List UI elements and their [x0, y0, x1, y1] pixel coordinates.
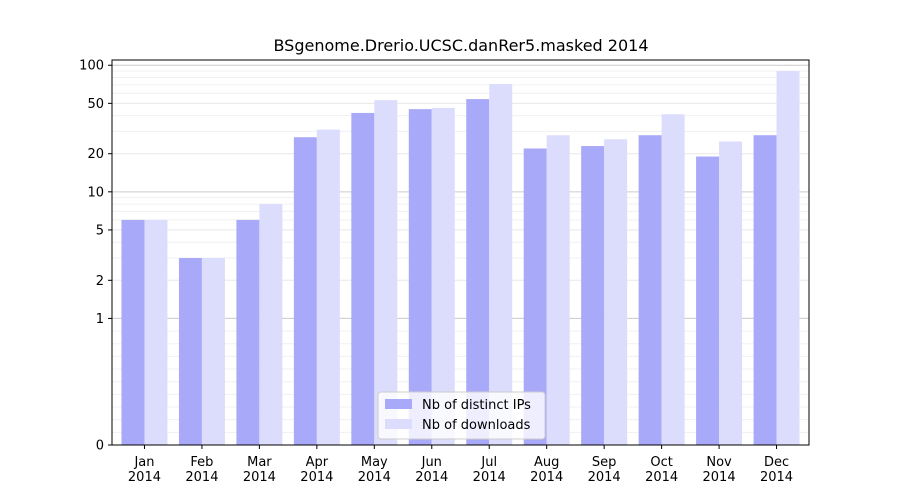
bar-downloads [144, 219, 168, 445]
x-tick-label: 2014 [588, 470, 621, 485]
bar-distinct-ips [466, 99, 490, 445]
x-tick-label: 2014 [243, 470, 276, 485]
bar-distinct-ips [178, 258, 202, 445]
legend-swatch [385, 419, 412, 429]
x-tick-label: Feb [190, 455, 213, 470]
y-axis: 0 1 2 5 10 20 50 100 [79, 59, 112, 454]
bar-downloads [374, 100, 398, 445]
y-tick-label: 20 [87, 147, 104, 162]
legend-label: Nb of downloads [422, 418, 531, 433]
bar-downloads [316, 129, 340, 445]
bar-distinct-ips [753, 135, 777, 445]
y-tick-label: 100 [79, 59, 104, 74]
x-tick-label: Aug [534, 455, 559, 470]
grid-lines [112, 64, 809, 433]
x-tick-label: 2014 [185, 470, 218, 485]
legend-swatch [385, 399, 412, 409]
legend: Nb of distinct IPs Nb of downloads [377, 391, 546, 440]
bar-downloads [259, 204, 283, 445]
x-tick-label: 2014 [703, 470, 736, 485]
x-tick-label: 2014 [128, 470, 161, 485]
y-tick-label: 0 [96, 439, 104, 454]
bar-distinct-ips [351, 112, 375, 446]
x-tick-label: 2014 [530, 470, 563, 485]
y-tick-label: 1 [96, 312, 104, 327]
bar-distinct-ips [581, 146, 605, 445]
y-tick-label: 5 [96, 223, 104, 238]
x-tick-label: Jun [421, 455, 442, 470]
x-tick-label: Apr [306, 455, 329, 470]
bar-downloads [661, 114, 685, 445]
y-tick-label: 2 [96, 274, 104, 289]
bar-distinct-ips [121, 219, 145, 445]
x-tick-label: Oct [650, 455, 672, 470]
bar-downloads [431, 107, 455, 446]
bar-downloads [776, 71, 800, 446]
bar-distinct-ips [408, 109, 432, 446]
x-tick-label: 2014 [415, 470, 448, 485]
x-tick-label: Mar [247, 455, 272, 470]
x-tick-label: 2014 [760, 470, 793, 485]
bar-distinct-ips [523, 148, 547, 445]
legend-box [377, 391, 546, 440]
bar-downloads [489, 84, 513, 446]
bar-distinct-ips [696, 156, 720, 446]
y-tick-label: 10 [87, 185, 104, 200]
x-tick-label: 2014 [358, 470, 391, 485]
bars [121, 71, 800, 446]
x-tick-label: Dec [764, 455, 789, 470]
bar-downloads [719, 141, 743, 445]
x-tick-label: May [361, 455, 388, 470]
x-tick-label: Jan [133, 455, 154, 470]
bar-downloads [546, 135, 570, 445]
bar-downloads [201, 258, 225, 445]
x-tick-label: Nov [706, 455, 732, 470]
bar-downloads [604, 139, 628, 445]
x-tick-label: 2014 [300, 470, 333, 485]
legend-label: Nb of distinct IPs [422, 398, 531, 413]
bar-distinct-ips [236, 219, 260, 445]
bar-distinct-ips [293, 137, 317, 446]
bar-distinct-ips [638, 135, 662, 445]
y-tick-label: 50 [87, 97, 104, 112]
x-tick-label: 2014 [473, 470, 506, 485]
x-tick-label: 2014 [645, 470, 678, 485]
plot-frame [111, 59, 810, 446]
x-tick-label: Jul [480, 455, 497, 470]
x-tick-label: Sep [592, 455, 617, 470]
chart-title: BSgenome.Drerio.UCSC.danRer5.masked 2014 [273, 36, 648, 55]
x-axis: Jan2014Feb2014Mar2014Apr2014May2014Jun20… [128, 445, 793, 485]
